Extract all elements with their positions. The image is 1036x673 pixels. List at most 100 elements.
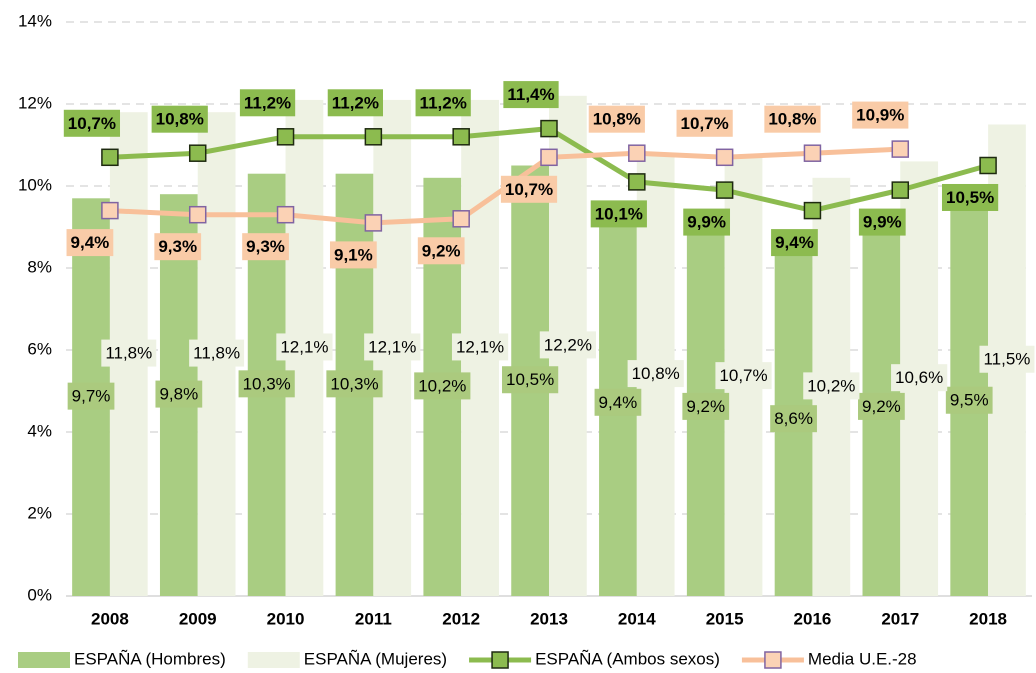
y-tick-label: 12% — [18, 93, 52, 112]
data-label: 9,2% — [686, 397, 725, 416]
label-box — [539, 331, 596, 359]
x-tick-label: 2015 — [706, 609, 744, 628]
labels: 9,7% 9,8% 10,3% 10,3% 10,2% 10,5% 9,4% 9,2% 8,6%… — [63, 81, 1035, 433]
label-box — [852, 101, 909, 129]
legend-swatch — [491, 651, 509, 669]
label-box — [858, 392, 905, 420]
x-tick-label: 2018 — [969, 609, 1007, 628]
data-label: 10,7% — [68, 114, 116, 133]
label-box — [154, 233, 202, 261]
label-box — [715, 362, 772, 390]
x-tick-label: 2017 — [881, 609, 919, 628]
label-box — [63, 109, 121, 137]
label-box — [155, 380, 203, 408]
x-tick-label: 2010 — [267, 609, 305, 628]
data-label: 10,7% — [719, 366, 767, 385]
marker — [803, 144, 822, 162]
y-tick-label: 4% — [27, 421, 52, 440]
label-box — [500, 175, 558, 203]
marker — [101, 201, 119, 220]
marker — [628, 173, 646, 191]
data-label: 10,3% — [243, 374, 291, 393]
label-box — [588, 105, 645, 133]
label-box — [239, 89, 296, 117]
label-box — [415, 89, 471, 117]
data-label: 10,8% — [632, 364, 680, 383]
label-box — [771, 229, 818, 257]
label-box — [414, 372, 471, 400]
data-label: 9,2% — [862, 397, 901, 416]
data-label: 9,1% — [334, 245, 373, 264]
data-label: 11,2% — [332, 93, 379, 112]
data-label: 8,6% — [774, 409, 813, 428]
label-box — [682, 392, 730, 420]
data-label: 12,2% — [544, 335, 592, 354]
label-box — [189, 339, 245, 367]
legend-swatch — [18, 652, 70, 668]
data-label: 10,2% — [418, 376, 466, 395]
label-box — [683, 208, 731, 236]
marker — [188, 144, 207, 162]
label-box — [327, 89, 383, 117]
data-label: 11,8% — [193, 344, 240, 363]
data-label: 9,4% — [71, 233, 110, 252]
marker — [364, 128, 383, 146]
marker — [452, 210, 470, 228]
data-label: 10,5% — [946, 188, 994, 207]
marker — [101, 148, 119, 167]
legend-label: ESPAÑA (Ambos sexos) — [535, 649, 720, 668]
label-box — [858, 208, 906, 236]
data-label: 10,9% — [856, 106, 904, 125]
marker — [891, 181, 910, 199]
data-label: 10,6% — [895, 368, 943, 387]
data-label: 12,1% — [280, 337, 328, 356]
data-label: 10,8% — [593, 110, 641, 129]
x-tick-label: 2014 — [618, 609, 656, 628]
data-label: 12,1% — [368, 337, 416, 356]
label-box — [941, 183, 999, 211]
legend-swatch — [247, 652, 300, 668]
label-box — [676, 109, 733, 137]
data-label: 10,1% — [595, 204, 643, 223]
marker — [628, 144, 646, 162]
label-box — [242, 233, 289, 261]
label-box — [803, 372, 860, 400]
data-label: 9,4% — [599, 393, 638, 412]
data-label: 12,1% — [456, 337, 504, 356]
label-box — [66, 229, 114, 257]
y-tick-label: 2% — [27, 503, 52, 522]
label-box — [502, 366, 559, 394]
x-tick-label: 2011 — [355, 609, 392, 628]
x-tick-label: 2012 — [442, 609, 480, 628]
data-label: 10,5% — [506, 370, 554, 389]
label-box — [770, 405, 817, 433]
label-box — [238, 370, 295, 398]
y-tick-label: 6% — [27, 339, 52, 358]
x-tick-label: 2009 — [179, 609, 217, 628]
marker — [540, 119, 558, 138]
label-box — [945, 386, 993, 414]
label-box — [151, 105, 208, 133]
data-label: 10,8% — [156, 110, 204, 129]
data-label: 9,9% — [687, 213, 726, 232]
legend-swatch — [764, 651, 782, 669]
y-tick-label: 8% — [27, 257, 52, 276]
marker — [276, 205, 295, 224]
legend-label: Media U.E.-28 — [808, 649, 917, 668]
data-label: 10,3% — [330, 374, 378, 393]
marker — [803, 201, 822, 220]
data-label: 9,8% — [159, 385, 198, 404]
label-box — [764, 105, 821, 133]
label-box — [451, 333, 509, 361]
data-label: 11,2% — [244, 93, 291, 112]
data-label: 9,9% — [863, 213, 902, 232]
marker — [540, 148, 558, 167]
label-box — [503, 81, 559, 109]
marker — [979, 156, 997, 175]
marker — [891, 140, 910, 158]
marker — [188, 205, 207, 224]
label-box — [101, 339, 157, 367]
data-label: 11,5% — [983, 350, 1030, 369]
y-tick-label: 14% — [18, 11, 52, 30]
